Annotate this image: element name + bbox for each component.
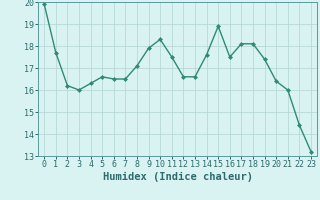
X-axis label: Humidex (Indice chaleur): Humidex (Indice chaleur) (103, 172, 252, 182)
